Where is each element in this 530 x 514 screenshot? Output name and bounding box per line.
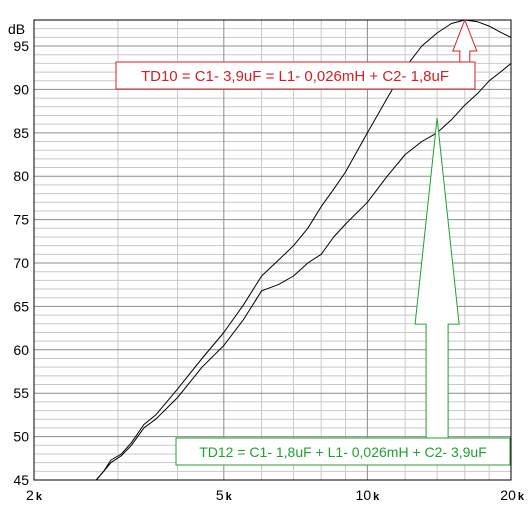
x-tick-label: 10 k [356,487,381,503]
y-tick-label: 85 [13,125,29,141]
y-tick-label: 80 [13,168,29,184]
td10-label: TD10 = C1- 3,9uF = L1- 0,026mH + C2- 1,8… [141,68,449,85]
y-axis-ticks: 45 50 55 60 65 70 75 80 85 90 95 [13,38,29,488]
plot-frame [33,19,512,481]
y-tick-label: 70 [13,255,29,271]
y-tick-label: 95 [13,38,29,54]
y-tick-label: 55 [13,385,29,401]
x-axis-ticks: 2 k 5 k 10 k 20 k [26,487,525,503]
y-tick-label: 75 [13,212,29,228]
y-tick-label: 60 [13,342,29,358]
td12-label: TD12 = C1- 1,8uF + L1- 0,026mH + C2- 3,9… [199,444,487,460]
x-tick-label: 20 k [500,487,525,503]
td10-label-box [115,61,476,90]
series-line-td12 [95,63,512,481]
y-tick-label: 65 [13,298,29,314]
series-layer [95,19,512,481]
y-tick-label: 90 [13,81,29,97]
y-tick-label: 50 [13,429,29,445]
y-axis-label: dB [8,21,25,37]
series-line-td10 [95,19,512,481]
td12-label-box [175,437,511,466]
y-tick-label: 45 [13,472,29,488]
annotation-layer: TD10 = C1- 3,9uF = L1- 0,026mH + C2- 1,8… [115,18,511,466]
